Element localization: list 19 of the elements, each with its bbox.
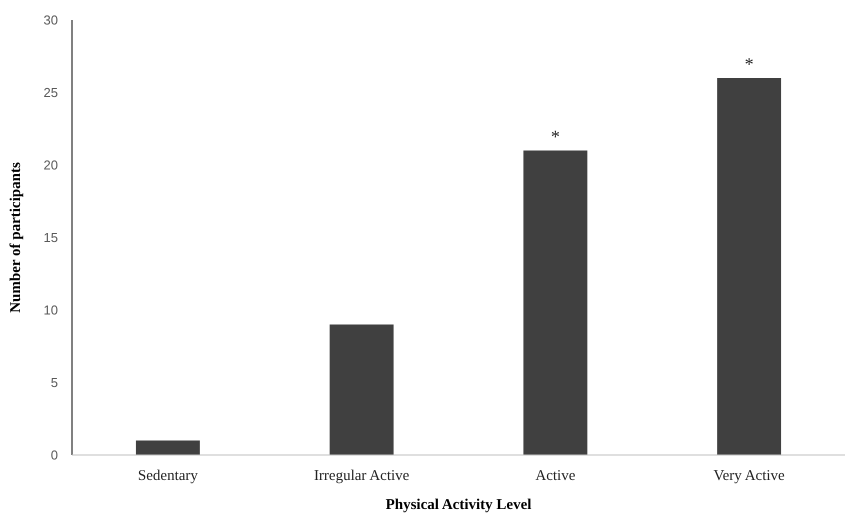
x-tick-label: Sedentary xyxy=(138,468,198,484)
x-tick-label: Very Active xyxy=(713,468,786,484)
y-tick-label: 15 xyxy=(44,230,58,246)
bar xyxy=(523,150,588,455)
y-tick-label: 10 xyxy=(44,302,58,318)
y-tick-label: 5 xyxy=(50,375,58,390)
annotation: * xyxy=(744,54,754,74)
bar xyxy=(717,78,782,455)
y-tick-label: 25 xyxy=(44,85,58,100)
y-tick-label: 20 xyxy=(44,158,58,173)
bar xyxy=(330,324,394,455)
x-tick-label: Irregular Active xyxy=(314,468,410,484)
y-tick-label: 0 xyxy=(50,448,58,463)
bar xyxy=(136,440,200,455)
y-tick-label: 30 xyxy=(44,12,58,28)
y-axis-title: Number of participants xyxy=(8,162,24,313)
annotation: * xyxy=(550,126,560,146)
x-axis-title: Physical Activity Level xyxy=(386,497,532,513)
x-tick-label: Active xyxy=(535,468,576,484)
